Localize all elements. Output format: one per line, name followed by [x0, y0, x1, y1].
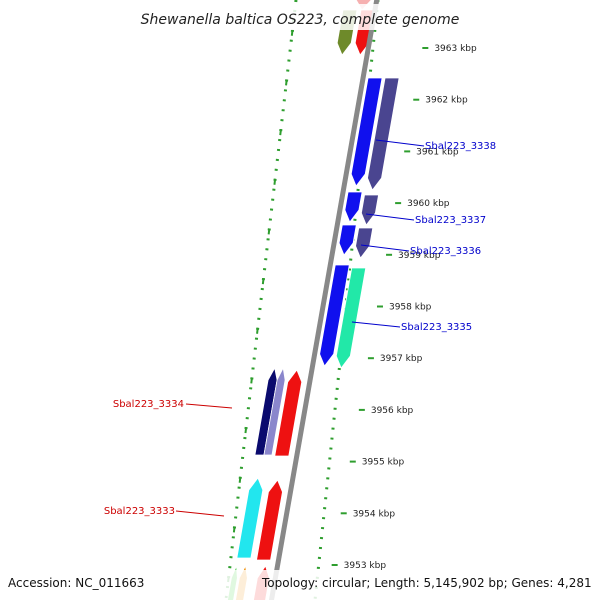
gene-red-mid — [274, 369, 303, 457]
scale-tick-label: 3961 kbp — [416, 147, 459, 157]
genome-backbone — [268, 0, 380, 600]
scale-tick-label: 3958 kbp — [389, 303, 432, 313]
gene-sbal223-3334 — [263, 366, 286, 456]
gene-label-leader — [365, 213, 415, 221]
gene-label[interactable]: Sbal223_3338 — [425, 141, 496, 152]
scale-tick-label: 3963 kbp — [434, 44, 477, 54]
gene-teal — [335, 267, 367, 369]
title-background — [140, 4, 460, 30]
gene-labels: Sbal223_3338 Sbal223_3337 Sbal223_3336 Sbal… — [104, 139, 496, 517]
scale-tick-label: 3956 kbp — [371, 406, 414, 416]
scale-tick-label: 3957 kbp — [380, 354, 423, 364]
gene-label-leader — [375, 139, 425, 147]
gene-sbal223-3337 — [344, 191, 363, 223]
gene-label[interactable]: Sbal223_3335 — [401, 322, 472, 333]
gene-label[interactable]: Sbal223_3334 — [113, 399, 184, 410]
gene-label-leader — [360, 244, 410, 252]
gene-sbal223-3338 — [350, 77, 383, 187]
scale-tick-label: 3953 kbp — [344, 561, 387, 571]
gene-dark-purple-a — [367, 77, 400, 191]
gene-dark-purple-c — [355, 227, 374, 259]
gene-label[interactable]: Sbal223_3336 — [410, 246, 481, 257]
scale-tick-label: 3959 kbp — [398, 251, 441, 261]
topology-text: Topology: circular; Length: 5,145,902 bp… — [261, 576, 592, 590]
scale-tick-label: 3960 kbp — [407, 199, 450, 209]
gene-label[interactable]: Sbal223_3333 — [104, 506, 175, 517]
inner-track-border — [224, 0, 298, 600]
gene-sbal223-3335 — [319, 264, 350, 367]
gene-dark-purple-b — [360, 194, 380, 226]
footer-background — [0, 570, 600, 600]
gene-label[interactable]: Sbal223_3337 — [415, 215, 486, 226]
gene-sbal223-3336 — [338, 224, 357, 256]
gene-red-low — [256, 479, 283, 561]
gene-label-leader — [351, 321, 401, 328]
accession-text: Accession: NC_011663 — [8, 576, 144, 590]
gene-label-leader — [175, 510, 225, 517]
kbp-scale: 3963 kbp 3962 kbp 3961 kbp 3960 kbp 3959 kbp… — [331, 44, 477, 571]
scale-tick-label: 3955 kbp — [362, 458, 405, 468]
gene-sbal223-3333 — [236, 477, 264, 559]
gene-label-leader — [185, 403, 233, 409]
scale-tick-label: 3962 kbp — [425, 96, 468, 106]
genome-title: Shewanella baltica OS223, complete genom… — [141, 12, 460, 28]
scale-tick-label: 3954 kbp — [353, 509, 396, 519]
